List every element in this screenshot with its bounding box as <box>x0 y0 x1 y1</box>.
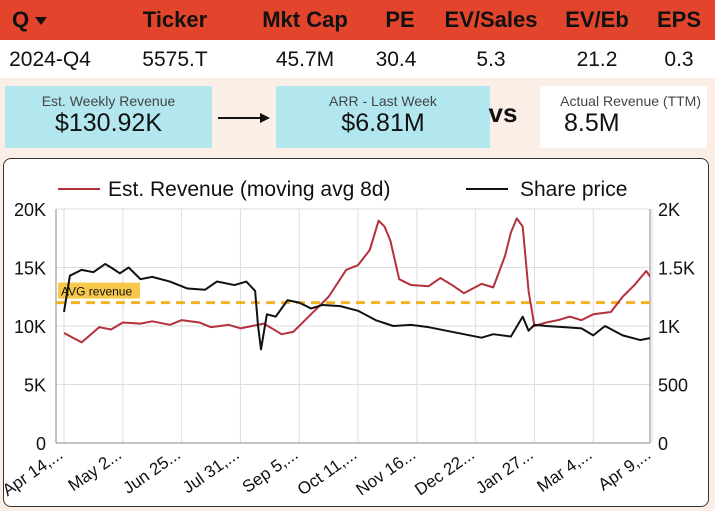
kpi-weekly-revenue-label: Est. Weekly Revenue <box>41 93 176 109</box>
kpi-actual-revenue-label: Actual Revenue (TTM) <box>560 93 701 109</box>
arrow-right-icon <box>218 113 270 123</box>
cell-eveb: 21.2 <box>576 48 618 71</box>
kpi-actual-revenue: Actual Revenue (TTM) 8.5M <box>540 86 707 148</box>
series-revenue-line <box>63 217 650 344</box>
cell-evsales: 5.3 <box>476 48 506 71</box>
y-right-tick-label: 500 <box>658 376 688 396</box>
column-header-q-label: Q <box>12 7 30 32</box>
cell-mktcap: 45.7M <box>275 48 335 71</box>
kpi-arr-value: $6.81M <box>341 109 425 137</box>
cell-pe: 30.4 <box>375 48 417 71</box>
avg-revenue-label: AVG revenue <box>61 285 132 299</box>
x-tick-label: Dec 22... <box>411 445 478 500</box>
y-left-tick-label: 15K <box>14 259 46 279</box>
chevron-down-icon[interactable] <box>35 17 48 26</box>
column-header-pe: PE <box>385 7 415 32</box>
column-header-evsales: EV/Sales <box>444 7 538 32</box>
x-tick-label: Sep 5,... <box>239 445 302 497</box>
y-left-tick-label: 0 <box>36 434 46 454</box>
y-right-tick-label: 2K <box>658 200 680 220</box>
column-header-eps: EPS <box>656 7 702 32</box>
column-header-ticker: Ticker <box>142 7 208 32</box>
kpi-arr-label: ARR - Last Week <box>329 93 437 109</box>
cell-q: 2024-Q4 <box>9 48 91 71</box>
y-right-tick-label: 1K <box>658 317 680 337</box>
x-tick-label: Mar 4,... <box>534 445 596 496</box>
revenue-price-chart: Est. Revenue (moving avg 8d) Share price… <box>0 178 695 500</box>
avg-revenue-label-bg <box>58 282 140 299</box>
chart-panel: Est. Revenue (moving avg 8d) Share price… <box>0 158 709 507</box>
legend-revenue-label: Est. Revenue (moving avg 8d) <box>108 178 390 201</box>
table-row: 2024-Q4 5575.T 45.7M 30.4 5.3 21.2 0.3 <box>0 40 715 78</box>
chart-legend: Est. Revenue (moving avg 8d) Share price <box>58 178 627 201</box>
cell-ticker: 5575.T <box>142 48 208 71</box>
kpi-arr: ARR - Last Week $6.81M <box>276 86 490 148</box>
y-right-tick-label: 0 <box>658 434 668 454</box>
x-tick-label: Nov 16... <box>352 445 419 500</box>
kpi-weekly-revenue-value: $130.92K <box>54 109 163 137</box>
series-price-line <box>63 262 650 351</box>
table-header: Q Ticker Mkt Cap PE EV/Sales EV/Eb EPS <box>0 0 715 40</box>
legend-price-label: Share price <box>520 178 627 201</box>
y-left-tick-label: 5K <box>24 376 46 396</box>
kpi-actual-revenue-value: 8.5M <box>564 109 620 137</box>
column-header-mktcap: Mkt Cap <box>262 7 348 32</box>
x-tick-label: May 2... <box>65 445 125 495</box>
column-header-q[interactable]: Q <box>12 0 72 40</box>
y-right-tick-label: 1.5K <box>658 259 695 279</box>
kpi-weekly-revenue: Est. Weekly Revenue $130.92K <box>5 86 212 148</box>
x-tick-label: Oct 11,... <box>294 445 360 499</box>
x-tick-label: Jun 25... <box>120 445 184 498</box>
x-tick-label: Jan 27... <box>472 445 536 498</box>
x-tick-label: Jul 31,... <box>179 445 243 497</box>
cell-eps: 0.3 <box>664 48 694 71</box>
vs-label: vs <box>488 98 518 128</box>
y-left-tick-label: 10K <box>14 317 46 337</box>
column-header-eveb: EV/Eb <box>565 7 629 32</box>
y-left-tick-label: 20K <box>14 200 46 220</box>
x-tick-label: Apr 9,... <box>595 445 655 495</box>
